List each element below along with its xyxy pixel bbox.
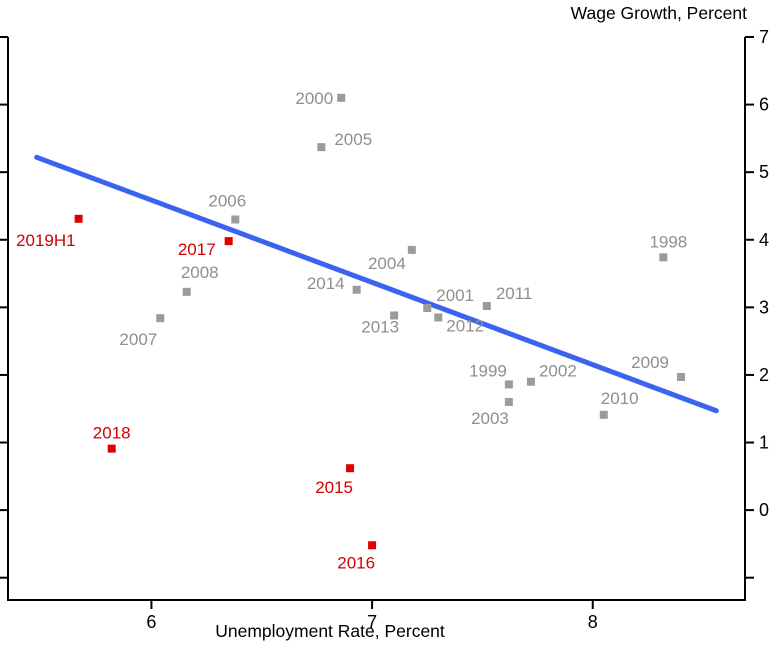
y-tick-label: 1 xyxy=(759,433,769,453)
data-point-2009 xyxy=(677,372,686,381)
data-label-2012: 2012 xyxy=(446,316,484,335)
data-point-2000 xyxy=(337,93,346,102)
x-axis-title: Unemployment Rate, Percent xyxy=(215,621,445,641)
data-label-2018: 2018 xyxy=(93,424,131,443)
data-point-2015 xyxy=(346,464,355,473)
data-label-2002: 2002 xyxy=(539,362,577,381)
y-tick-label: 3 xyxy=(759,297,769,317)
trend-line xyxy=(34,154,719,414)
data-label-2003: 2003 xyxy=(471,409,509,428)
data-point-2004 xyxy=(407,245,416,254)
y-tick-label: 2 xyxy=(759,365,769,385)
data-label-2007: 2007 xyxy=(119,330,157,349)
data-label-2010: 2010 xyxy=(601,389,639,408)
data-point-1998 xyxy=(659,253,668,262)
y-tick-label: 7 xyxy=(759,27,769,47)
data-point-1999 xyxy=(504,380,513,389)
y-tick-label: 5 xyxy=(759,162,769,182)
axis-tick-labels: 0 1 2 3 4 5 6 7 6 7 8 xyxy=(146,27,769,632)
data-label-2015: 2015 xyxy=(315,478,353,497)
data-label-2000: 2000 xyxy=(295,89,333,108)
data-label-2009: 2009 xyxy=(631,353,669,372)
data-label-2017: 2017 xyxy=(178,240,216,259)
y-tick-label: 6 xyxy=(759,95,769,115)
data-point-2019H1 xyxy=(74,214,83,223)
data-label-1999: 1999 xyxy=(469,361,507,380)
data-label-2011: 2011 xyxy=(496,284,533,303)
data-point-2003 xyxy=(504,397,513,406)
data-label-2014: 2014 xyxy=(307,274,345,293)
data-label-1998: 1998 xyxy=(649,232,687,251)
data-label-2001: 2001 xyxy=(436,286,474,305)
data-point-2006 xyxy=(231,215,240,224)
data-point-2017 xyxy=(224,237,233,246)
data-point-2014 xyxy=(352,285,361,294)
x-tick-label: 7 xyxy=(367,612,377,632)
data-label-2016: 2016 xyxy=(337,553,375,572)
axis-ticks xyxy=(0,36,754,609)
data-points-layer: 1998 1999 2000 2001 2002 2003 2004 2005 2006 2007… xyxy=(16,89,687,572)
data-label-2006: 2006 xyxy=(208,191,246,210)
data-point-2001 xyxy=(423,304,432,313)
trend-line-layer xyxy=(34,154,719,414)
x-tick-label: 8 xyxy=(588,612,598,632)
y-tick-label: 0 xyxy=(759,500,769,520)
data-point-2008 xyxy=(182,287,191,296)
data-point-2007 xyxy=(156,314,165,323)
data-point-2005 xyxy=(317,143,326,152)
data-point-2018 xyxy=(107,444,116,453)
data-point-2016 xyxy=(368,541,377,550)
chart-title: Wage Growth, Percent xyxy=(571,3,748,23)
y-tick-label: 4 xyxy=(759,230,769,250)
data-label-2004: 2004 xyxy=(368,254,406,273)
data-label-2008: 2008 xyxy=(181,263,219,282)
data-label-2019H1: 2019H1 xyxy=(16,231,76,250)
data-point-2013 xyxy=(390,311,399,320)
data-label-2005: 2005 xyxy=(334,130,372,149)
x-tick-label: 6 xyxy=(146,612,156,632)
data-point-2012 xyxy=(434,313,443,322)
data-point-2011 xyxy=(482,301,491,310)
data-label-2013: 2013 xyxy=(361,317,399,336)
data-point-2010 xyxy=(599,410,608,419)
data-point-2002 xyxy=(526,377,535,386)
plot-frame xyxy=(7,37,746,601)
